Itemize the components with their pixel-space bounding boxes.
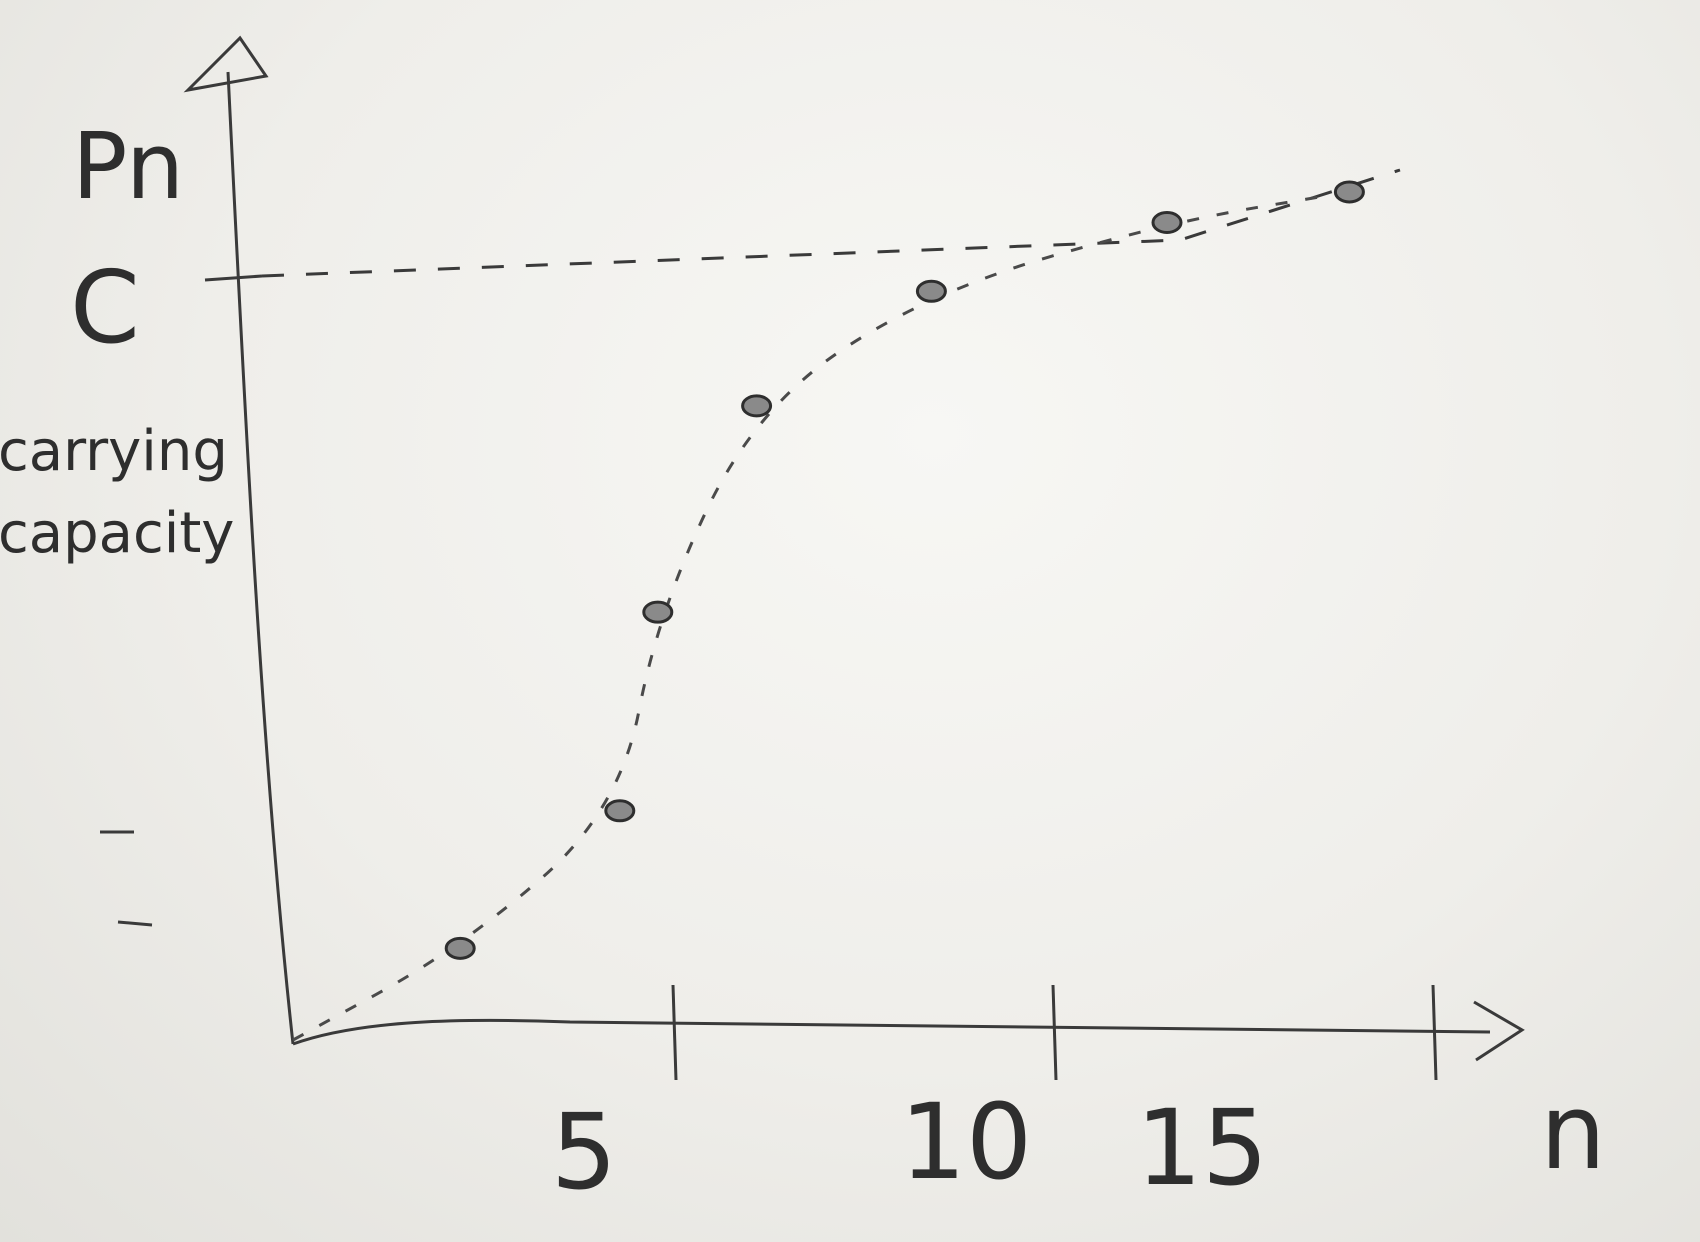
asymptote-label: C [70,249,140,366]
series-dashed-curve [292,190,1350,1042]
data-point-1 [444,936,476,960]
data-point-5 [915,279,947,303]
series-points [444,180,1365,960]
carrying-capacity-line-1: carrying [0,419,228,484]
y-axis-label: Pn [72,113,184,220]
data-point-2 [604,799,636,823]
carrying-capacity-line-2: capacity [0,501,234,566]
y-axis-arrow [183,35,269,93]
x-tick-label-10: 10 [900,1081,1032,1203]
x-tick-label-5: 5 [551,1091,617,1213]
data-point-4 [741,394,773,418]
series-curve [292,190,1350,1042]
x-tick-mark-5 [671,984,678,1081]
x-axis-label: n [1540,1071,1606,1193]
data-point-7 [1333,180,1365,204]
asymptote-line [261,168,1401,278]
x-tick-mark-15 [1431,984,1438,1081]
x-axis-arrow [1473,1000,1525,1062]
x-tick-mark-10 [1051,984,1058,1081]
data-point-3 [642,600,674,624]
x-axis [292,1018,1491,1046]
x-tick-label-15: 15 [1136,1087,1268,1209]
data-point-6 [1151,211,1183,235]
x-ticks [671,984,1438,1081]
y-axis [226,71,295,1045]
y-mark-lower [117,920,153,927]
asymptote-tick [204,274,263,282]
